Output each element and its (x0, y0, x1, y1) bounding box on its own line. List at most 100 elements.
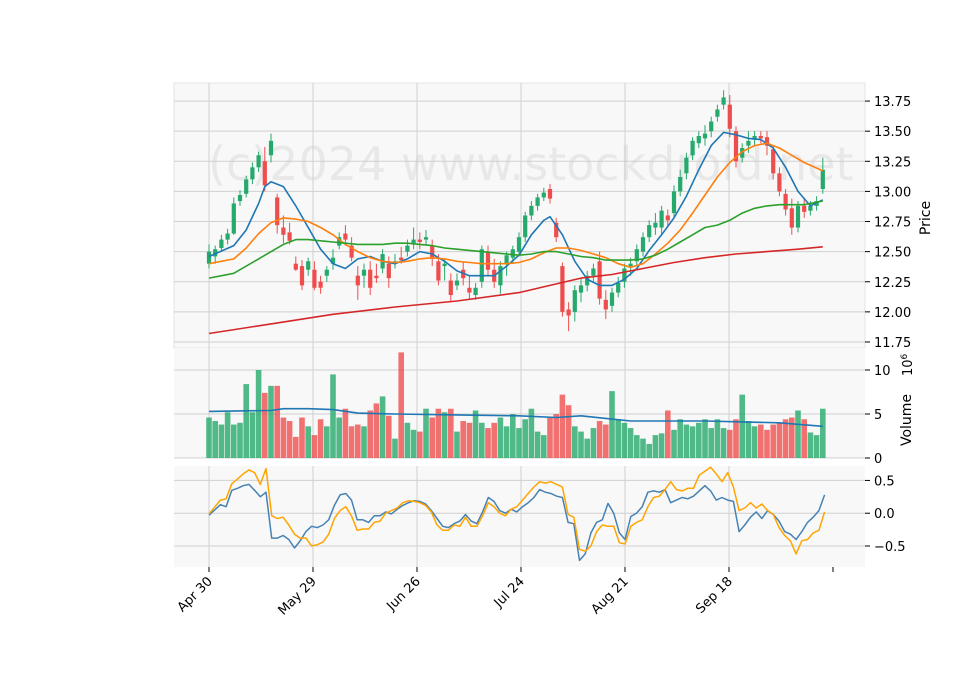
candle-body (436, 261, 441, 281)
price-y-tick-label: 13.25 (874, 155, 911, 170)
volume-bar (231, 424, 237, 458)
volume-bar (584, 438, 590, 458)
candle-body (789, 208, 794, 228)
candle-body (244, 179, 249, 194)
volume-bar (640, 438, 646, 458)
volume-bar (820, 408, 826, 458)
candle-body (566, 309, 571, 316)
x-tick-label: Apr 30 (175, 574, 216, 615)
candle-body (225, 233, 230, 240)
x-tick-label: Aug 21 (589, 574, 632, 617)
volume-bar (218, 424, 225, 458)
candle-body (572, 290, 577, 312)
osc-y-tick-label: 0.5 (874, 474, 895, 489)
candle-body (696, 136, 701, 144)
volume-bar (559, 394, 566, 458)
candle-body (454, 280, 460, 286)
candle-body (281, 227, 286, 235)
x-tick-label: Jul 24 (491, 574, 528, 611)
volume-bar (733, 419, 739, 458)
candle-body (808, 205, 813, 211)
candle-body (306, 261, 311, 270)
candle-body (312, 269, 317, 288)
candle-body (578, 285, 584, 293)
volume-bar (615, 419, 621, 458)
x-tick-label: May 29 (276, 574, 320, 618)
volume-bar (237, 422, 243, 458)
candle-body (554, 222, 559, 238)
candle-body (349, 245, 354, 258)
volume-bar (677, 419, 683, 458)
volume-bar (609, 391, 615, 458)
volume-bar (621, 422, 628, 458)
volume-bar (293, 436, 299, 458)
candle-body (653, 222, 658, 228)
volume-y-tick-label: 0 (874, 452, 882, 467)
volume-bar (299, 417, 305, 458)
candle-body (523, 215, 528, 238)
candle-body (678, 176, 683, 192)
volume-bar (441, 412, 448, 458)
volume-bar (348, 426, 355, 458)
candle-body (628, 263, 633, 267)
volume-bar (764, 429, 770, 458)
volume-bar (355, 424, 361, 458)
volume-bar (603, 424, 609, 458)
volume-bar (534, 431, 541, 458)
candle-body (361, 269, 367, 276)
ma-long-line (208, 246, 823, 335)
candle-body (485, 251, 491, 270)
osc-y-tick-label: −0.5 (874, 540, 906, 555)
volume-bar (398, 352, 404, 458)
candle-body (448, 280, 453, 295)
volume-bar (658, 433, 665, 458)
candle-body (504, 255, 509, 264)
candle-body (665, 215, 670, 221)
candle-body (671, 191, 677, 214)
candle-body (764, 137, 770, 146)
candle-body (337, 237, 342, 246)
candle-body (516, 237, 522, 252)
candle-body (467, 287, 472, 293)
candle-body (442, 263, 447, 267)
volume-bar (727, 429, 733, 458)
volume-bar (472, 410, 479, 458)
candle-body (690, 140, 695, 156)
volume-bar (751, 426, 758, 458)
candle-body (237, 195, 243, 202)
volume-bar (373, 403, 380, 458)
volume-bar (305, 426, 311, 458)
osc-y-tick-label: 0.0 (874, 507, 895, 522)
volume-bar (565, 405, 572, 458)
candle-body (740, 148, 745, 158)
volume-axis-title: Volume (899, 394, 915, 446)
price-y-tick-label: 12.00 (874, 306, 911, 321)
candle-body (268, 140, 274, 156)
candle-body (585, 275, 590, 286)
volume-average-line (208, 407, 823, 428)
candle-body (727, 104, 732, 129)
candle-body (795, 205, 801, 228)
candle-body (777, 173, 782, 192)
price-y-tick-label: 12.75 (874, 216, 911, 231)
volume-bar (572, 426, 578, 458)
volume-bar (212, 421, 218, 458)
candle-body (802, 205, 807, 212)
volume-axis-exponent: 106 (900, 353, 916, 376)
volume-bar (280, 417, 287, 458)
candle-body (820, 169, 825, 189)
volume-bar (361, 426, 367, 458)
candle-body (355, 275, 360, 286)
volume-bar (553, 414, 559, 458)
volume-bar (758, 424, 764, 458)
osc-main-line (208, 483, 826, 562)
candle-body (709, 121, 714, 132)
volume-bar (665, 410, 671, 458)
candle-body (702, 133, 708, 139)
volume-bar (479, 422, 485, 458)
volume-bar (317, 419, 324, 458)
price-y-tick-label: 13.50 (874, 125, 911, 140)
price-y-tick-label: 11.75 (874, 336, 911, 351)
volume-bar (596, 421, 603, 458)
volume-bar (497, 417, 504, 458)
